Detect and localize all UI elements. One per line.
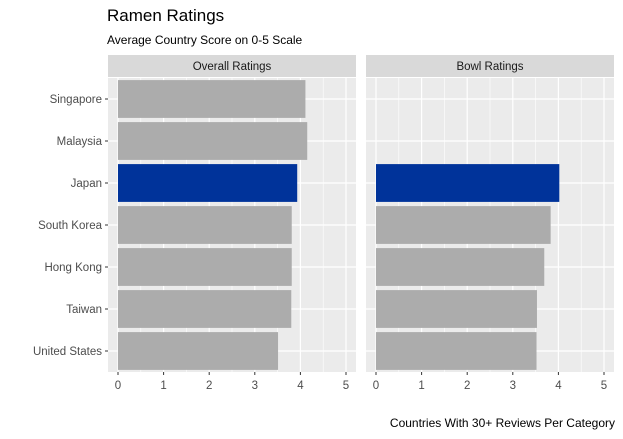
facet-strip-bowl-ratings [366, 55, 614, 77]
x-tick-label: 5 [343, 380, 349, 392]
facet-label-bowl-ratings: Bowl Ratings [456, 61, 523, 73]
y-tick-label-singapore: Singapore [50, 94, 102, 106]
bar-overall-ratings-singapore [118, 80, 306, 118]
x-tick-label: 0 [373, 380, 379, 392]
bar-overall-ratings-taiwan [118, 290, 292, 328]
y-tick-label-united-states: United States [33, 346, 102, 358]
x-tick-label: 4 [297, 380, 304, 392]
bar-bowl-ratings-hong-kong [376, 248, 545, 286]
bar-overall-ratings-malaysia [118, 122, 308, 160]
bar-overall-ratings-united-states [118, 332, 279, 370]
x-tick-label: 3 [510, 380, 516, 392]
x-tick-label: 0 [115, 380, 121, 392]
y-tick-label-malaysia: Malaysia [57, 136, 103, 148]
chart-title: Ramen Ratings [107, 6, 225, 25]
y-tick-label-south-korea: South Korea [38, 220, 103, 232]
facet-label-overall-ratings: Overall Ratings [193, 61, 272, 73]
y-tick-label-japan: Japan [71, 178, 102, 190]
chart-caption: Countries With 30+ Reviews Per Category [389, 416, 615, 430]
bar-bowl-ratings-south-korea [376, 206, 551, 244]
bar-overall-ratings-japan [118, 164, 298, 202]
bar-bowl-ratings-taiwan [376, 290, 537, 328]
x-tick-label: 4 [555, 380, 562, 392]
x-tick-label: 1 [160, 380, 166, 392]
facet-strip-overall-ratings [108, 55, 356, 77]
bar-bowl-ratings-united-states [376, 332, 537, 370]
y-tick-label-taiwan: Taiwan [66, 304, 102, 316]
bar-overall-ratings-hong-kong [118, 248, 292, 286]
bar-bowl-ratings-japan [376, 164, 560, 202]
chart-subtitle: Average Country Score on 0-5 Scale [107, 33, 303, 47]
y-tick-label-hong-kong: Hong Kong [44, 262, 102, 274]
x-tick-label: 2 [206, 380, 212, 392]
x-tick-label: 3 [252, 380, 258, 392]
bar-overall-ratings-south-korea [118, 206, 292, 244]
x-tick-label: 1 [418, 380, 424, 392]
x-tick-label: 5 [601, 380, 607, 392]
x-tick-label: 2 [464, 380, 470, 392]
